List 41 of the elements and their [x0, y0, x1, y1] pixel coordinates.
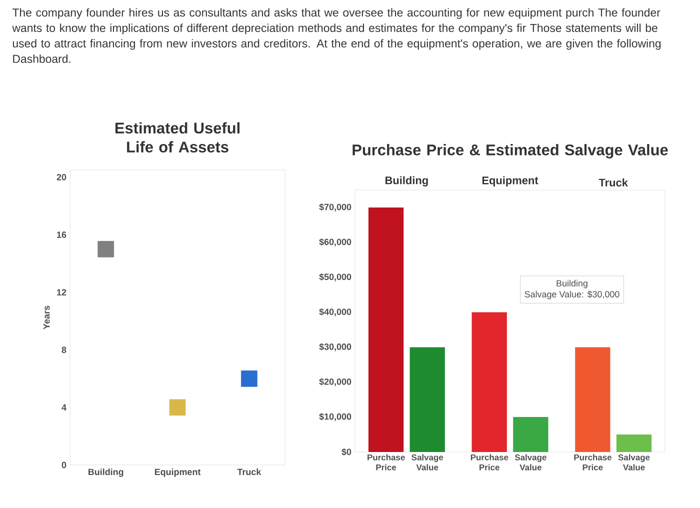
chart-title: Purchase Price & Estimated Salvage Value: [352, 144, 668, 158]
text: Salvage Value: [514, 454, 546, 470]
point: [169, 399, 186, 416]
text: Purchase Price: [574, 454, 612, 470]
y-tick-label: 4: [62, 404, 66, 411]
y-tick-label: $20,000: [319, 378, 352, 386]
x-tick-label: Building: [385, 176, 428, 186]
text: Salvage Value: [618, 454, 650, 470]
y-axis-title: Years: [43, 306, 50, 330]
bar: [513, 417, 548, 452]
bar: [575, 347, 610, 452]
annotation: Building: [556, 280, 588, 288]
annotation: Salvage Value: $30,000: [524, 290, 620, 300]
point: [241, 370, 258, 387]
x-tick-label: Equipment: [482, 176, 538, 186]
bar: [472, 312, 507, 452]
x-tick-label: Truck: [598, 178, 628, 186]
y-tick-label: $30,000: [319, 343, 352, 352]
text: Purchase Price: [470, 454, 508, 470]
x-tick-label: Equipment: [154, 468, 201, 477]
y-tick-label: 16: [57, 232, 66, 238]
x-tick-label: Building: [88, 468, 124, 477]
x-tick-label: Truck: [237, 468, 262, 476]
y-tick-label: $10,000: [319, 413, 352, 422]
point: [98, 240, 114, 258]
bar: [368, 207, 404, 452]
bar: [616, 434, 652, 452]
text: The company founder hires us as consultants and asks that we oversee the accounting for new equipment purch The founder wants to know the implications of different depreciation methods and estimates for the company's fir Those statements will be used to attract financing from new investors and creditors. At the end of the equipment's operation, we are given the following Dashboard.: [12, 8, 661, 63]
y-tick-label: $60,000: [319, 238, 352, 246]
y-tick-label: $70,000: [319, 203, 352, 212]
y-tick-label: 20: [56, 174, 66, 180]
y-tick-label: $40,000: [319, 308, 352, 316]
y-tick-label: 8: [62, 346, 66, 354]
y-tick-label: $0: [342, 448, 352, 456]
series-label: Salvage Value: [412, 454, 444, 470]
y-tick-label: $50,000: [319, 273, 352, 282]
y-tick-label: 0: [62, 462, 66, 468]
chart-title: Estimated Useful Life of Assets: [115, 122, 240, 152]
series-label: Purchase Price: [368, 454, 405, 470]
bar: [410, 347, 445, 452]
y-tick-label: 12: [57, 289, 66, 296]
